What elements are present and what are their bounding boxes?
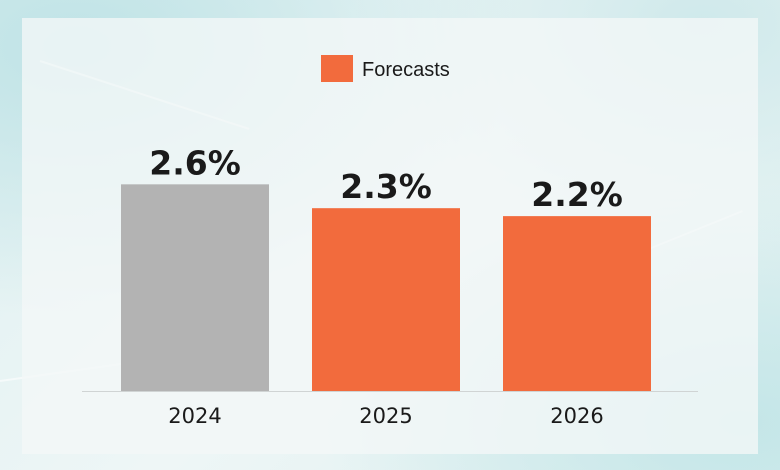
bar-2024 <box>121 184 269 391</box>
x-tick-label-2026: 2026 <box>550 404 603 428</box>
legend: Forecasts <box>321 55 450 82</box>
value-label-2026: 2.2% <box>531 175 623 214</box>
value-label-2025: 2.3% <box>340 167 432 206</box>
legend-label-forecasts: Forecasts <box>362 59 450 81</box>
bar-2025 <box>312 208 460 391</box>
value-label-2024: 2.6% <box>149 143 241 182</box>
x-tick-label-2025: 2025 <box>359 404 412 428</box>
bars <box>121 184 651 391</box>
bar-2026 <box>503 216 651 391</box>
legend-swatch-forecasts <box>321 55 353 82</box>
x-tick-label-2024: 2024 <box>168 404 221 428</box>
chart-panel: Forecasts 2.6% 2.3% 2.2% 2024 2025 2026 <box>22 18 758 454</box>
value-labels: 2.6% 2.3% 2.2% <box>149 143 623 214</box>
bar-chart: Forecasts 2.6% 2.3% 2.2% 2024 2025 2026 <box>82 55 698 428</box>
x-tick-labels: 2024 2025 2026 <box>168 404 603 428</box>
